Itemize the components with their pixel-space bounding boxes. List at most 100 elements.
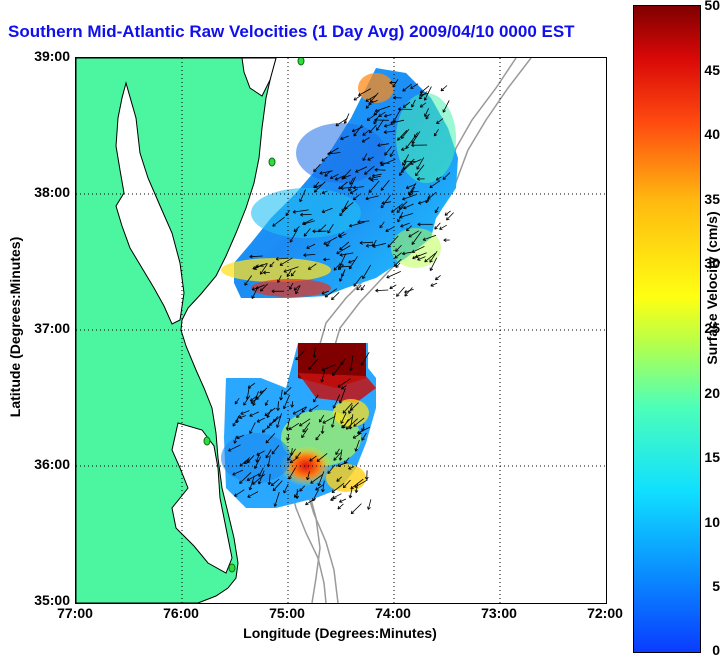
velocity-vector — [341, 416, 353, 429]
velocity-vector-head — [341, 424, 345, 429]
velocity-vector-head — [402, 88, 406, 92]
velocity-vector-head — [353, 283, 357, 287]
velocity-vector — [331, 482, 345, 493]
velocity-vector-head — [380, 162, 384, 167]
velocity-vector — [442, 100, 450, 113]
velocity-vector — [312, 489, 320, 502]
velocity-vector-head — [245, 396, 250, 400]
velocity-vector-head — [320, 379, 324, 383]
velocity-vector — [372, 242, 387, 247]
velocity-vector — [360, 351, 370, 366]
velocity-vector — [324, 288, 338, 298]
velocity-vector — [368, 100, 378, 105]
velocity-vector-head — [329, 175, 334, 180]
velocity-vector-head — [401, 147, 405, 151]
velocity-vector — [398, 201, 408, 210]
velocity-vector-head — [308, 366, 312, 370]
velocity-vector-head — [444, 212, 449, 216]
velocity-vector-head — [361, 139, 366, 143]
velocity-vector-head — [419, 93, 423, 97]
velocity-vector-head — [353, 97, 358, 101]
velocity-vector — [262, 427, 267, 433]
velocity-vector-head — [409, 192, 413, 196]
velocity-vector — [383, 130, 396, 133]
x-axis-label: Longitude (Degrees:Minutes) — [243, 625, 437, 641]
velocity-vector-head — [434, 209, 439, 214]
velocity-vector-head — [251, 295, 255, 299]
velocity-vector — [266, 409, 272, 418]
velocity-vector — [272, 480, 283, 492]
velocity-vector-head — [434, 226, 438, 230]
velocity-vector-head — [398, 206, 403, 210]
velocity-vector — [349, 489, 353, 499]
velocity-vector-head — [319, 171, 323, 175]
velocity-vector — [329, 147, 339, 154]
velocity-vector — [338, 181, 348, 190]
velocity-vector-head — [252, 266, 256, 270]
bathymetry-contour-3 — [307, 487, 321, 603]
velocity-vector — [244, 459, 250, 464]
velocity-vector — [368, 180, 380, 193]
velocity-vector — [319, 414, 325, 423]
velocity-vector-head — [283, 269, 287, 273]
velocity-vector — [381, 201, 392, 204]
velocity-vector — [258, 467, 264, 477]
velocity-vector — [336, 245, 351, 255]
velocity-vector-head — [410, 85, 414, 89]
velocity-vector-head — [255, 285, 259, 290]
velocity-vector-head — [429, 267, 434, 271]
velocity-vector-head — [365, 98, 369, 102]
velocity-vector — [357, 220, 370, 223]
velocity-vector-head — [411, 241, 415, 245]
velocity-vector — [249, 411, 259, 417]
velocity-vector — [359, 241, 374, 244]
velocity-vector — [420, 85, 430, 94]
velocity-vector — [308, 263, 317, 270]
velocity-vector — [313, 181, 320, 189]
velocity-vector — [321, 370, 326, 383]
velocity-vector-head — [313, 398, 317, 403]
velocity-vector — [339, 271, 345, 282]
velocity-vector — [435, 274, 441, 281]
velocity-vector — [259, 263, 268, 275]
velocity-vector-head — [321, 209, 326, 214]
velocity-vector — [339, 241, 350, 251]
velocity-vector — [337, 264, 345, 270]
velocity-vector-head — [293, 287, 298, 291]
velocity-vector — [350, 478, 364, 490]
velocity-vector — [332, 363, 343, 376]
velocity-vector — [258, 470, 265, 485]
chart-title: Southern Mid-Atlantic Raw Velocities (1 … — [8, 22, 575, 41]
velocity-vector — [353, 95, 361, 101]
velocity-vector — [256, 452, 260, 463]
velocity-vector — [413, 132, 419, 138]
velocity-vector — [370, 178, 379, 181]
velocity-vector — [380, 194, 391, 209]
velocity-vector-head — [332, 405, 337, 409]
velocity-vector — [313, 163, 321, 172]
velocity-vector-head — [375, 288, 379, 293]
velocity-vector-head — [303, 233, 308, 237]
velocity-vector — [348, 466, 355, 470]
velocity-vector — [356, 284, 362, 291]
velocity-vector-head — [393, 95, 397, 100]
radar-site-marker — [268, 157, 276, 167]
colorbar — [633, 5, 701, 653]
velocity-vector-head — [361, 437, 365, 441]
velocity-vector-head — [332, 372, 336, 376]
velocity-vector-head — [362, 275, 366, 279]
velocity-vector-head — [303, 253, 307, 257]
velocity-vector — [439, 224, 447, 230]
velocity-vector-head — [295, 455, 299, 460]
velocity-vector — [252, 473, 265, 485]
velocity-vector-head — [305, 501, 309, 506]
velocity-vector-head — [348, 494, 353, 499]
velocity-vector — [389, 81, 397, 84]
velocity-vector — [251, 288, 258, 299]
velocity-vector — [404, 288, 414, 293]
velocity-vector — [321, 290, 329, 295]
velocity-vector-head — [389, 153, 394, 157]
velocity-vector — [410, 83, 419, 89]
velocity-vector — [234, 489, 245, 497]
velocity-vector-head — [362, 157, 366, 161]
